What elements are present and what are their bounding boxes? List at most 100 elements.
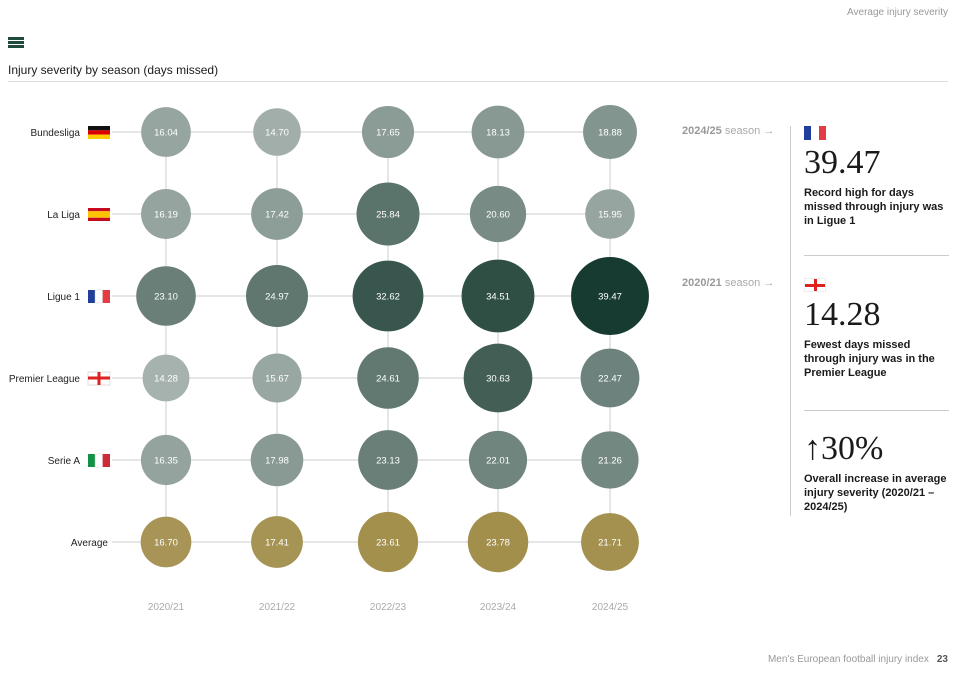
highlight-season-label: 2024/25 season → <box>682 125 775 137</box>
bubble <box>580 348 640 408</box>
bubble <box>252 353 302 403</box>
bubble-value-label: 22.01 <box>486 456 510 467</box>
x-tick-label: 2020/21 <box>148 602 185 613</box>
highlight-increase: ↑30% Overall increase in average injury … <box>804 426 950 514</box>
bubble-value-label: 18.88 <box>598 128 622 139</box>
chart-title: Injury severity by season (days missed) <box>8 63 219 77</box>
bubble-value-label: 32.62 <box>376 292 400 303</box>
bubble-value-label: 17.98 <box>265 456 289 467</box>
bubble <box>142 354 190 402</box>
bubble-value-label: 17.65 <box>376 128 400 139</box>
bubble-value-label: 23.13 <box>376 456 400 467</box>
italy-flag-icon <box>88 454 96 467</box>
highlight-fewest: 14.28 Fewest days missed through injury … <box>804 278 950 380</box>
italy-flag-icon <box>102 454 110 467</box>
highlight-desc: Fewest days missed through injury was in… <box>804 339 935 379</box>
bubble <box>251 188 303 240</box>
x-tick-label: 2022/23 <box>370 602 407 613</box>
highlight-record-high: 39.47 Record high for days missed throug… <box>804 126 950 228</box>
france-flag-icon <box>94 289 104 304</box>
row-label: La Liga <box>47 210 80 221</box>
bubble-value-label: 24.61 <box>376 374 400 385</box>
bubble <box>361 105 415 159</box>
bubble <box>251 516 303 568</box>
bubble-value-label: 25.84 <box>376 210 400 221</box>
highlight-desc: Record high for days missed through inju… <box>804 187 944 227</box>
chart-icon <box>8 37 24 50</box>
bubble-value-label: 16.04 <box>154 128 178 139</box>
bubble-value-label: 30.63 <box>486 374 510 385</box>
france-flag-icon <box>102 290 110 303</box>
bubble <box>141 189 191 239</box>
bubble-value-label: 23.78 <box>486 538 510 549</box>
page-footer: Men's European football injury index 23 <box>767 654 948 665</box>
bubble <box>468 430 528 490</box>
bubble <box>585 189 635 239</box>
bubble-value-label: 15.67 <box>265 374 289 385</box>
bubble <box>463 343 533 413</box>
highlight-value: ↑30% <box>804 430 884 467</box>
highlight-value: 39.47 <box>804 144 881 181</box>
bubble-value-label: 15.95 <box>598 210 622 221</box>
bubble-value-label: 14.28 <box>154 374 178 385</box>
bubble-value-label: 17.42 <box>265 210 289 221</box>
bubble-value-label: 17.41 <box>265 538 289 549</box>
france-flag-icon <box>804 126 826 140</box>
bubble-value-label: 16.19 <box>154 210 178 221</box>
page-header: Average injury severity <box>847 7 948 18</box>
germany-flag-icon <box>88 130 110 135</box>
bubble <box>581 513 639 571</box>
bubble <box>357 347 419 409</box>
row-label: Serie A <box>48 456 81 467</box>
row-label: Average <box>71 538 109 549</box>
bubble-value-label: 21.26 <box>598 456 622 467</box>
bubble-value-label: 16.35 <box>154 456 178 467</box>
bubble-value-label: 20.60 <box>486 210 510 221</box>
page-number: 23 <box>936 654 948 665</box>
bubble <box>357 511 419 573</box>
divider <box>804 410 949 411</box>
germany-flag-icon <box>88 126 110 131</box>
x-tick-label: 2024/25 <box>592 602 629 613</box>
bubble-chart: Bundesliga 16.04 14.70 17.65 18.13 18.88 La Li… <box>9 105 649 613</box>
bubble <box>136 266 196 326</box>
highlight-season-label: 2020/21 season → <box>682 277 775 289</box>
bubble <box>571 257 649 335</box>
row-label: Premier League <box>9 374 81 385</box>
bubble <box>358 430 418 490</box>
bubble-value-label: 34.51 <box>486 292 510 303</box>
italy-flag-icon <box>94 453 104 468</box>
bubble <box>246 265 308 327</box>
bubble-value-label: 23.61 <box>376 538 400 549</box>
england-flag-icon <box>804 278 826 292</box>
highlight-value: 14.28 <box>804 296 881 333</box>
bubble-value-label: 23.10 <box>154 292 178 303</box>
bubble <box>253 108 301 156</box>
row-label: Bundesliga <box>31 128 81 139</box>
divider <box>8 81 948 82</box>
x-tick-label: 2021/22 <box>259 602 296 613</box>
germany-flag-icon <box>88 134 110 139</box>
bubble <box>461 259 535 333</box>
france-flag-icon <box>88 290 96 303</box>
spain-flag-icon <box>88 211 110 218</box>
bubble-value-label: 18.13 <box>486 128 510 139</box>
bubble <box>583 105 637 159</box>
spain-flag-icon <box>88 217 110 221</box>
bubble <box>140 434 192 486</box>
bubble-value-label: 39.47 <box>598 292 622 303</box>
bubble <box>467 511 529 573</box>
bubble <box>581 431 639 489</box>
x-tick-label: 2023/24 <box>480 602 517 613</box>
bubble-value-label: 21.71 <box>598 538 622 549</box>
divider <box>790 126 791 516</box>
bubble-value-label: 24.97 <box>265 292 289 303</box>
bubble <box>250 433 304 487</box>
bubble-value-label: 22.47 <box>598 374 622 385</box>
bubble <box>141 107 191 157</box>
spain-flag-icon <box>88 208 110 212</box>
bubble <box>140 516 192 568</box>
highlight-desc: Overall increase in average injury sever… <box>804 473 947 513</box>
bubble <box>469 185 527 243</box>
bubble <box>471 105 525 159</box>
